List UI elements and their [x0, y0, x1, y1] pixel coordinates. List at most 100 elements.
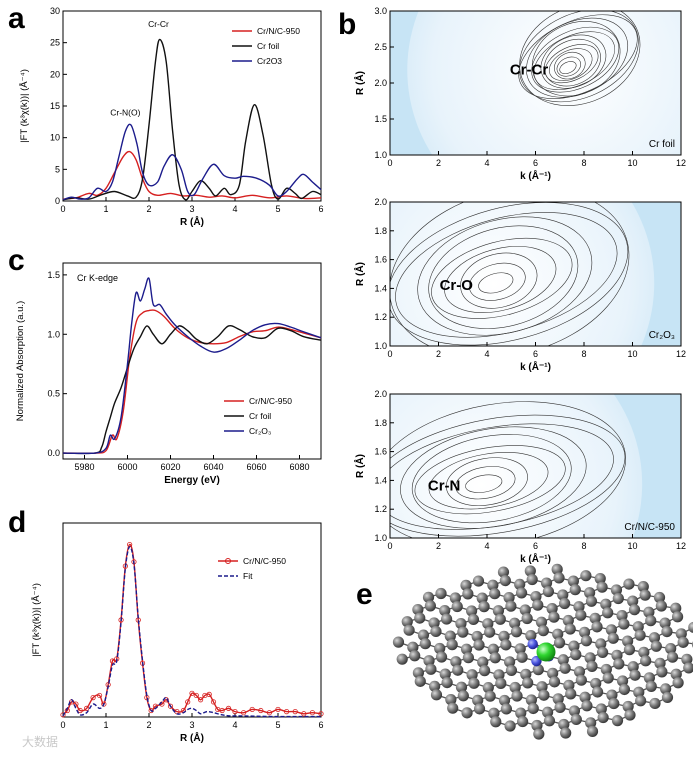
carbon-atom [618, 683, 631, 696]
y-tick-label: 15 [50, 101, 60, 111]
carbon-atom [560, 727, 572, 739]
sample-label: Cr foil [649, 139, 675, 150]
carbon-atom [629, 669, 641, 681]
carbon-atom [449, 592, 461, 604]
y-axis-label: |FT (k³χ(k))| (Å⁻⁴) [19, 69, 30, 143]
carbon-atom [585, 717, 597, 729]
contour-line [518, 14, 638, 99]
carbon-atom [461, 707, 473, 719]
carbon-atom [403, 624, 415, 636]
carbon-atom [417, 629, 430, 641]
carbon-atom [445, 694, 457, 706]
carbon-atom [515, 587, 528, 599]
carbon-atom [597, 711, 609, 724]
carbon-atom [589, 612, 601, 624]
carbon-atom [422, 591, 435, 603]
carbon-atom [460, 643, 473, 655]
carbon-atom [467, 613, 480, 626]
data-point [90, 694, 96, 701]
carbon-atom [670, 668, 682, 680]
carbon-atom [428, 617, 440, 629]
carbon-atom [600, 598, 612, 610]
legend-label: Cr foil [249, 411, 271, 421]
data-point [210, 699, 217, 705]
carbon-atom [623, 644, 636, 656]
carbon-atom [396, 653, 408, 665]
legend-marker [225, 558, 231, 564]
x-tick-label: 12 [676, 541, 686, 551]
carbon-atom [424, 600, 436, 612]
carbon-atom [586, 660, 598, 672]
carbon-atom [688, 621, 693, 633]
contour-line [465, 474, 503, 493]
carbon-atom [468, 677, 480, 689]
data-point [60, 712, 66, 718]
data-point [301, 711, 307, 717]
nitrogen-atom [531, 655, 542, 667]
panel-a: 0 1 2 3 4 5 6 0 5 10 15 20 25 30 R (Å) |FT (k³χ(k))| (Å… [19, 6, 324, 228]
legend-label: Cr₂O₃ [249, 426, 271, 436]
y-tick-label: 1.4 [374, 283, 387, 293]
contour-line [468, 262, 526, 301]
carbon-atom [423, 655, 435, 667]
carbon-atom [558, 718, 570, 731]
carbon-atom [525, 629, 537, 642]
x-tick-label: 6080 [289, 462, 309, 472]
carbon-atom [637, 581, 649, 593]
carbon-atom [505, 664, 518, 677]
carbon-atom [554, 701, 566, 714]
data-point [219, 707, 225, 714]
x-tick-label: 8 [581, 158, 586, 168]
carbon-atom [515, 707, 527, 719]
carbon-atom [536, 681, 548, 693]
carbon-atom [568, 705, 581, 717]
contour-line [478, 272, 514, 294]
plot-frame [62, 262, 322, 460]
carbon-atom [488, 707, 500, 719]
carbon-atom [683, 662, 693, 674]
data-point [167, 703, 174, 709]
data-point [232, 709, 238, 715]
y-axis-label: |FT (k³χ(k))| (Å⁻⁴) [31, 583, 42, 657]
carbon-atom [568, 640, 580, 652]
carbon-atom [633, 686, 645, 698]
carbon-atom [490, 716, 502, 728]
carbon-atom [573, 666, 586, 678]
carbon-atom [649, 697, 661, 710]
sample-label: Cr₂O₃ [649, 330, 675, 341]
panel-letter-e: e [356, 578, 373, 611]
contour-line [540, 34, 607, 89]
x-tick-label: 4 [484, 158, 489, 168]
carbon-atom [471, 630, 483, 643]
x-tick-label: 12 [676, 158, 686, 168]
carbon-atom [643, 606, 655, 618]
carbon-atom [552, 628, 564, 640]
carbon-atom [500, 703, 512, 715]
carbon-atom [602, 672, 614, 684]
carbon-atom [519, 604, 531, 616]
carbon-atom [522, 677, 534, 689]
carbon-atom [476, 592, 488, 604]
carbon-atom [455, 681, 468, 693]
carbon-atom [661, 691, 674, 704]
heatmap-glow [390, 394, 643, 538]
x-tick-label: 4 [484, 541, 489, 551]
contour-line [411, 434, 572, 524]
contour-line [444, 246, 557, 313]
y-tick-label: 20 [50, 69, 60, 79]
contour-line [554, 51, 586, 80]
carbon-atom [607, 632, 619, 644]
series-line [62, 543, 322, 716]
x-axis-label: k (Å⁻¹) [520, 360, 551, 373]
carbon-atom [559, 597, 571, 610]
carbon-atom [489, 588, 501, 600]
carbon-atom [401, 616, 413, 628]
carbon-atom [670, 602, 682, 614]
data-point [193, 692, 199, 699]
carbon-atom [530, 590, 542, 603]
carbon-atom [527, 702, 539, 715]
carbon-atom [532, 664, 544, 676]
contour-line [531, 26, 620, 93]
data-point [258, 707, 264, 714]
x-axis-label: R (Å) [180, 731, 204, 744]
